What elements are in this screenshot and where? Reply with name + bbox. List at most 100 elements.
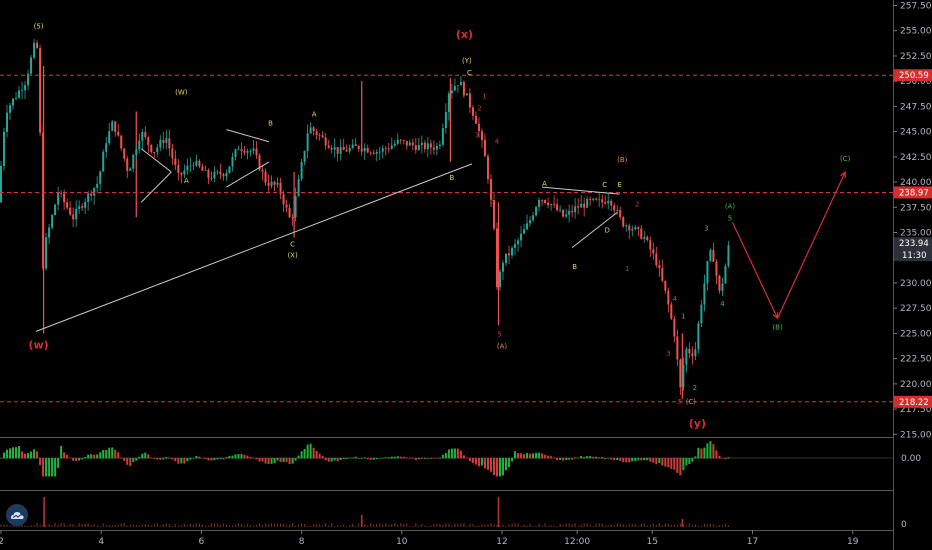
volume-bar [643, 523, 645, 527]
volume-bar [291, 523, 294, 527]
oscillator-bar [141, 453, 144, 459]
oscillator-bar [366, 458, 369, 460]
candle-body [631, 229, 634, 231]
volume-bar [237, 523, 240, 527]
candle-body [171, 148, 174, 159]
oscillator-bar [586, 456, 589, 459]
oscillator-bar [117, 452, 120, 459]
candle-body [327, 145, 330, 148]
oscillator-bar [712, 444, 715, 459]
volume-bar [547, 525, 549, 527]
volume-bar [150, 525, 152, 527]
volume-bar [616, 523, 618, 527]
oscillator-bar [438, 458, 441, 459]
candle-body [664, 280, 667, 291]
volume-bar [135, 525, 137, 527]
oscillator-bar [93, 454, 96, 459]
candle-body [411, 142, 414, 146]
volume-bar [703, 523, 706, 527]
volume-bar [475, 525, 477, 527]
candle-body [201, 166, 204, 171]
volume-bar [93, 524, 95, 527]
volume-bar [355, 525, 357, 527]
volume-bar [661, 525, 663, 527]
volume-bar [490, 523, 492, 527]
volume-bar [400, 523, 402, 527]
oscillator-bar [126, 458, 129, 465]
oscillator-bar [679, 458, 682, 476]
volume-bar [562, 525, 564, 527]
oscillator-bar [378, 458, 381, 459]
candle-body [198, 160, 201, 167]
volume-bar [285, 525, 288, 527]
candle-body [360, 148, 363, 152]
volume-bar [6, 524, 8, 527]
candle-body [231, 156, 234, 167]
candle-body [405, 140, 408, 146]
oscillator-bar [492, 458, 495, 476]
oscillator-bar [258, 458, 261, 462]
oscillator-bar [0, 458, 2, 459]
volume-bar [412, 525, 414, 527]
oscillator-bar [240, 453, 243, 459]
volume-bar [222, 523, 225, 527]
oscillator-bar [27, 452, 30, 459]
volume-bar [225, 524, 228, 527]
candle-body [613, 205, 616, 211]
volume-bar [48, 523, 50, 527]
volume-bar [529, 524, 531, 527]
wave-label: 1 [625, 265, 629, 273]
oscillator-bar [219, 458, 222, 460]
oscillator-bar [309, 443, 312, 459]
wave-label: C [602, 181, 607, 189]
volume-bar [514, 523, 516, 527]
candle-body [15, 97, 18, 99]
oscillator-bar [643, 458, 646, 461]
oscillator-bar [252, 457, 255, 459]
oscillator-pane [0, 441, 893, 477]
candle-body [426, 143, 429, 150]
oscillator-bar [670, 458, 673, 469]
oscillator-bar [652, 458, 655, 463]
candle-body [216, 171, 219, 173]
tradingview-cloud-icon[interactable] [6, 504, 28, 526]
volume-bar [568, 523, 570, 527]
volume-bar [397, 524, 399, 527]
candle-body [126, 158, 129, 171]
volume-bar [165, 523, 167, 527]
oscillator-bar [330, 458, 333, 462]
oscillator-bar [462, 455, 465, 459]
candle-body [282, 194, 285, 205]
oscillator-bar [165, 456, 168, 459]
oscillator-bar [99, 452, 102, 459]
oscillator-bar [222, 458, 225, 460]
wave-label: 2 [477, 104, 481, 112]
wave-label: 3 [475, 132, 479, 140]
x-tick-label: 19 [847, 537, 859, 547]
volume-bar [210, 523, 213, 527]
candle-body [498, 271, 501, 288]
volume-bar [544, 523, 546, 527]
oscillator-bar [42, 458, 45, 477]
oscillator-bar [718, 455, 721, 459]
volume-bar [457, 523, 459, 527]
candle-body [526, 223, 529, 230]
candle-body [207, 170, 210, 178]
oscillator-bar [321, 455, 324, 459]
volume-bar [694, 524, 696, 527]
oscillator-bar [495, 458, 498, 477]
volume-bar [598, 523, 600, 527]
candle-body [408, 142, 411, 146]
volume-bar [385, 523, 387, 527]
candle-body [688, 348, 691, 354]
oscillator-bar [682, 458, 685, 471]
candle-body [402, 140, 405, 142]
candle-body [532, 215, 535, 221]
candle-body [529, 220, 532, 224]
candle-body [414, 145, 417, 151]
oscillator-bar [474, 458, 477, 465]
candle-body [138, 140, 141, 150]
candle-body [240, 149, 243, 151]
oscillator-bar [351, 457, 354, 459]
